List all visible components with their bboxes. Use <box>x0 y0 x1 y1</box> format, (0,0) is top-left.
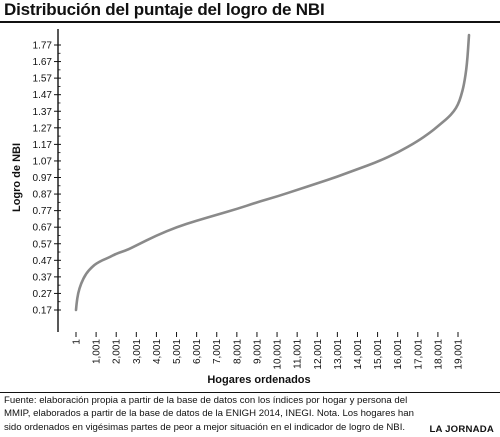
x-axis: 1 1,001 2,001 3,001 4,001 5,001 6,001 7,001 8,00… <box>72 332 465 370</box>
x-tick-label: 2,001 <box>112 339 123 364</box>
x-tick-label: 9,001 <box>252 339 263 364</box>
x-tick-label: 17,001 <box>413 339 424 370</box>
title-rule <box>0 21 500 23</box>
footer-rule <box>0 392 500 393</box>
y-tick-label: 1.77 <box>33 41 53 52</box>
y-tick-label: 0.47 <box>33 256 53 267</box>
x-tick-label: 15,001 <box>373 339 384 370</box>
y-tick-label: 0.57 <box>33 239 53 250</box>
y-tick-label: 0.87 <box>33 190 53 201</box>
x-tick-label: 1,001 <box>92 339 103 364</box>
x-tick-label: 16,001 <box>393 339 404 370</box>
line-chart: 0.17 0.27 0.37 0.47 0.57 0.67 0.77 0.87 0.97 1.07… <box>11 29 471 386</box>
x-tick-label: 19,001 <box>454 339 465 370</box>
x-tick-label: 8,001 <box>232 339 243 364</box>
x-tick-label: 10,001 <box>273 339 284 370</box>
x-tick-label: 3,001 <box>132 339 143 364</box>
x-tick-label: 5,001 <box>172 339 183 364</box>
x-tick-label: 12,001 <box>313 339 324 370</box>
y-tick-label: 1.07 <box>33 156 53 167</box>
x-tick-label: 13,001 <box>333 339 344 370</box>
x-tick-label: 18,001 <box>433 339 444 370</box>
x-tick-label: 14,001 <box>353 339 364 370</box>
y-tick-label: 0.37 <box>33 272 53 283</box>
x-tick-label: 1 <box>72 339 83 345</box>
y-tick-label: 1.37 <box>33 107 53 118</box>
y-axis: 0.17 0.27 0.37 0.47 0.57 0.67 0.77 0.87 0.97 1.07… <box>33 29 61 332</box>
y-tick-label: 0.27 <box>33 289 53 300</box>
source-note: Fuente: elaboración propia a partir de l… <box>4 395 414 433</box>
y-tick-label: 0.97 <box>33 173 53 184</box>
series-layer <box>74 33 471 312</box>
y-tick-label: 0.67 <box>33 223 53 234</box>
x-tick-label: 6,001 <box>192 339 203 364</box>
y-tick-label: 0.17 <box>33 306 53 317</box>
chart-title: Distribución del puntaje del logro de NB… <box>4 0 325 19</box>
brand-logo-text: LA JORNADA <box>429 424 494 435</box>
x-axis-title: Hogares ordenados <box>207 374 310 386</box>
y-tick-label: 0.77 <box>33 206 53 217</box>
y-tick-label: 1.47 <box>33 90 53 101</box>
y-axis-title: Logro de NBI <box>11 143 23 212</box>
y-tick-label: 1.17 <box>33 140 53 151</box>
y-tick-label: 1.67 <box>33 57 53 68</box>
x-tick-label: 7,001 <box>212 339 223 364</box>
series-line-0 <box>74 33 471 312</box>
x-tick-label: 4,001 <box>152 339 163 364</box>
y-tick-label: 1.57 <box>33 74 53 85</box>
y-tick-label: 1.27 <box>33 123 53 134</box>
x-tick-label: 11,001 <box>293 339 304 369</box>
